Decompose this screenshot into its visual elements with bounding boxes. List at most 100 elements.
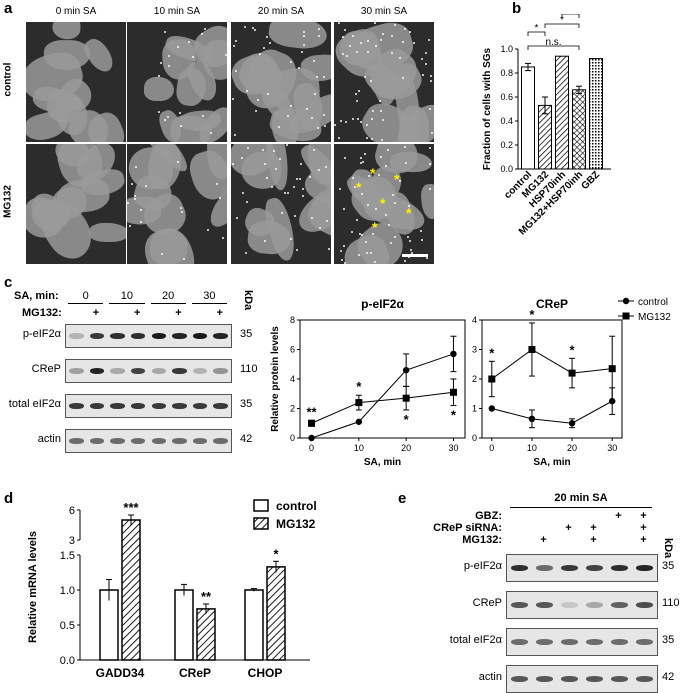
stress-granule xyxy=(403,28,406,31)
stress-granule xyxy=(218,196,221,199)
row-label: MG132 xyxy=(2,185,14,218)
stress-granule xyxy=(316,126,319,129)
stress-granule xyxy=(298,178,301,181)
blot-row-label: CReP xyxy=(472,597,502,609)
stress-granule xyxy=(338,188,341,191)
stress-granule xyxy=(338,136,341,139)
stress-granule xyxy=(278,126,281,129)
stress-granule xyxy=(312,59,315,62)
marker-star: * xyxy=(380,195,386,211)
significance-star: * xyxy=(273,546,279,561)
condition-label: CReP siRNA: xyxy=(433,522,502,534)
blot-band xyxy=(560,639,579,645)
kda-label: kDa xyxy=(242,290,254,311)
x-tick-label: 20 xyxy=(567,443,577,453)
significance-star: *** xyxy=(123,500,139,515)
stress-granule xyxy=(404,260,407,263)
kda-value: 35 xyxy=(240,328,253,340)
stress-granule xyxy=(398,179,401,182)
y-tick-label: 3 xyxy=(69,535,75,547)
stress-granule xyxy=(160,252,163,255)
stress-granule xyxy=(363,75,366,78)
blot-band xyxy=(69,403,84,409)
sa-value: 0 xyxy=(82,290,89,302)
stress-granule xyxy=(430,131,433,134)
marker-star: * xyxy=(372,219,378,235)
marker-star: * xyxy=(394,171,400,187)
plus-sign: + xyxy=(92,307,100,319)
stress-granule xyxy=(274,168,277,171)
bar xyxy=(266,566,286,661)
stress-granule xyxy=(286,191,289,194)
cell-body xyxy=(43,39,90,71)
blot-band xyxy=(151,438,167,444)
stress-granule xyxy=(315,75,318,78)
data-point-circle xyxy=(355,418,363,425)
stress-granule xyxy=(302,35,305,38)
sa-value: 30 xyxy=(203,290,216,302)
stress-granule xyxy=(157,110,160,113)
plus-sign: + xyxy=(640,534,647,546)
micrograph xyxy=(334,22,434,142)
significance-label: * xyxy=(560,15,564,26)
condition-label: GBZ: xyxy=(475,510,502,522)
column-label: 10 min SA xyxy=(153,6,201,17)
stress-granule xyxy=(263,239,266,242)
y-tick-label: 0.6 xyxy=(500,92,513,102)
blot-strip xyxy=(65,324,232,348)
blot-band xyxy=(585,676,604,682)
stress-granule xyxy=(259,53,262,56)
blot-band xyxy=(130,438,146,444)
blot-band xyxy=(510,676,529,682)
scale-bar xyxy=(402,254,428,257)
stress-granule xyxy=(334,124,337,127)
blot-band xyxy=(192,333,208,339)
y-tick-label: 0.5 xyxy=(60,620,75,632)
blot-band xyxy=(69,438,84,444)
y-tick-label: 6 xyxy=(69,505,75,517)
chart-b: 0.0 0.2 0.4 0.6 0.8 1.0 Fraction of cells with… xyxy=(482,14,611,237)
stress-granule xyxy=(409,240,412,243)
stress-granule xyxy=(425,52,428,55)
stress-granule xyxy=(246,146,249,149)
data-point-circle xyxy=(568,420,576,427)
stress-granule xyxy=(240,157,243,160)
stress-granule xyxy=(157,75,160,78)
stress-granule xyxy=(323,113,326,116)
blot-band xyxy=(130,403,146,409)
blot-band xyxy=(635,565,654,571)
stress-granule xyxy=(359,161,362,164)
stress-granule xyxy=(296,177,299,180)
blot-band xyxy=(635,639,654,645)
blot-row-label: p-eIF2α xyxy=(22,328,61,340)
stress-granule xyxy=(350,231,353,234)
panel-label-d: d xyxy=(4,490,14,507)
bar xyxy=(538,104,552,170)
y-tick-label: 0.4 xyxy=(500,116,513,126)
blot-band xyxy=(192,438,208,444)
blot-band xyxy=(635,676,654,682)
stress-granule xyxy=(293,215,296,218)
micrograph xyxy=(231,22,331,142)
stress-granule xyxy=(365,137,368,140)
bar xyxy=(555,55,569,170)
blot-row-label: total eIF2α xyxy=(8,398,61,410)
blot-band xyxy=(172,368,187,374)
kda-label: kDa xyxy=(662,538,674,559)
blot-band xyxy=(635,602,654,608)
stress-granule xyxy=(352,35,355,38)
sa-underline xyxy=(68,303,104,304)
stress-granule xyxy=(379,38,382,41)
blot-row-label: actin xyxy=(478,671,502,683)
stress-granule xyxy=(300,50,303,53)
stress-granule xyxy=(314,92,317,95)
stress-granule xyxy=(354,92,357,95)
y-axis-label: Fraction of cells with SGs xyxy=(482,47,493,170)
blot-row-label: CReP xyxy=(31,363,61,375)
stress-granule xyxy=(311,217,314,220)
category-label: CReP xyxy=(179,666,211,680)
blot-band xyxy=(610,565,629,571)
stress-granule xyxy=(369,252,372,255)
stress-granule xyxy=(289,61,292,64)
x-tick-label: 0 xyxy=(309,443,314,453)
